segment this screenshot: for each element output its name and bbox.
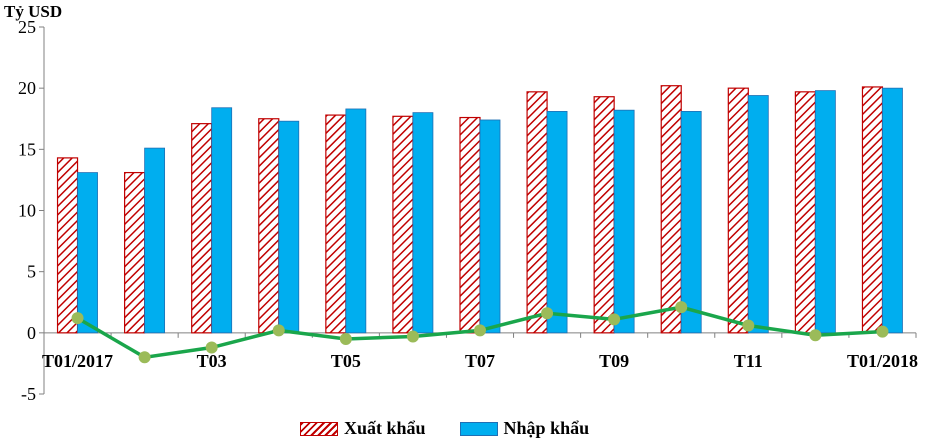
- bars-group: [56, 85, 903, 334]
- balance-point: [272, 324, 285, 337]
- bar-import: [680, 111, 702, 334]
- balance-point: [541, 307, 554, 320]
- balance-point: [339, 332, 352, 345]
- x-tick-label: T09: [599, 351, 629, 371]
- bar-export: [727, 87, 749, 334]
- bar-import: [278, 120, 300, 334]
- balance-point: [675, 301, 688, 314]
- bar-import: [613, 109, 635, 334]
- y-axis-unit-label: Tỷ USD: [4, 2, 63, 21]
- tick-labels-group: -5 0 5 10 15 20 25 T01/2017 T03 T05 T07 T09 T11 T01/2…: [18, 17, 918, 404]
- bar-import: [546, 111, 568, 334]
- bar-export: [258, 118, 280, 334]
- bar-import: [144, 147, 166, 334]
- balance-point: [809, 329, 822, 342]
- bar-export: [794, 91, 816, 334]
- balance-line-group: [71, 301, 889, 364]
- bar-import: [882, 87, 903, 334]
- balance-point: [474, 324, 486, 337]
- bar-export: [56, 157, 79, 334]
- bar-export: [526, 91, 548, 334]
- bar-import: [479, 119, 501, 334]
- x-tick-label: T07: [465, 351, 495, 371]
- bar-import: [412, 112, 434, 334]
- balance-point: [138, 351, 151, 364]
- x-tick-label: T03: [197, 351, 227, 371]
- legend-item-export: Xuất khẩu: [300, 418, 426, 439]
- bar-export: [861, 86, 884, 334]
- legend-label-import: Nhập khẩu: [503, 418, 590, 438]
- balance-point: [205, 341, 218, 354]
- x-tick-label: T01/2017: [42, 351, 113, 371]
- balance-point: [742, 319, 755, 332]
- bar-import: [77, 172, 98, 334]
- legend-swatch-import: [459, 421, 498, 436]
- bar-export: [392, 115, 414, 334]
- legend: Xuất khẩu Nhập khẩu: [300, 418, 623, 439]
- y-tick-label: 0: [27, 323, 36, 343]
- bar-import: [211, 107, 233, 334]
- bar-export: [593, 96, 615, 334]
- y-tick-label: -5: [21, 384, 36, 404]
- trade-balance-chart: -5 0 5 10 15 20 25 T01/2017 T03 T05 T07 T09 T11 T01/2…: [18, 17, 918, 404]
- y-tick-label: 15: [18, 139, 36, 159]
- x-tick-label: T11: [734, 351, 763, 371]
- bar-export: [191, 123, 213, 334]
- balance-point: [71, 312, 84, 325]
- x-tick-label: T01/2018: [847, 351, 918, 371]
- legend-swatch-export: [300, 421, 338, 436]
- bar-export: [325, 114, 347, 334]
- y-tick-label: 25: [18, 17, 36, 37]
- bar-import: [814, 90, 836, 334]
- balance-point: [608, 313, 621, 326]
- balance-point: [876, 325, 889, 338]
- bar-import: [747, 95, 769, 334]
- y-tick-label: 5: [27, 262, 36, 282]
- y-tick-label: 10: [18, 201, 36, 221]
- balance-point: [406, 330, 419, 343]
- bar-export: [660, 85, 682, 334]
- bar-export: [124, 171, 146, 334]
- bar-import: [345, 108, 367, 334]
- bar-export: [459, 116, 481, 334]
- legend-label-export: Xuất khẩu: [344, 418, 426, 438]
- y-tick-label: 20: [18, 78, 36, 98]
- x-tick-label: T05: [331, 351, 361, 371]
- legend-item-import: Nhập khẩu: [459, 418, 590, 439]
